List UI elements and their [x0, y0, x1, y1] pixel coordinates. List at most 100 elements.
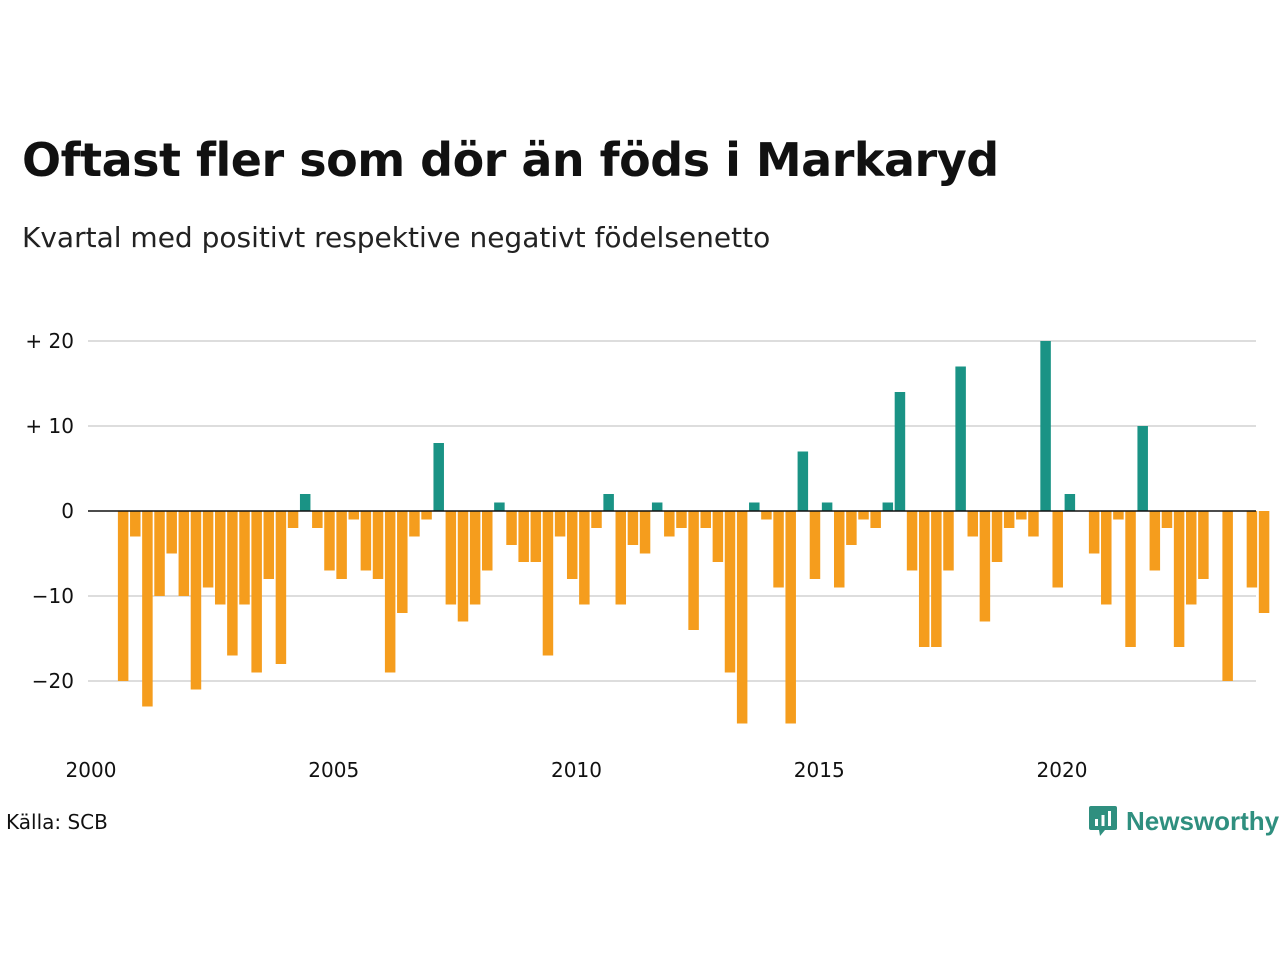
y-tick-label: + 10: [25, 414, 74, 438]
bar: [979, 511, 991, 622]
bar: [1198, 511, 1209, 579]
bar: [1185, 511, 1197, 605]
bar: [348, 511, 359, 520]
bar: [724, 511, 736, 673]
y-tick-label: −20: [32, 669, 74, 693]
y-tick-label: −10: [32, 584, 74, 608]
bar: [421, 511, 432, 520]
bar: [1173, 511, 1185, 647]
grid-lines: [88, 340, 1256, 682]
bar: [566, 511, 578, 579]
bar: [676, 511, 687, 528]
bar: [991, 511, 1003, 562]
bar: [591, 511, 602, 528]
bar: [214, 511, 226, 605]
bar: [700, 511, 711, 528]
bar: [178, 511, 190, 596]
bar: [1040, 341, 1051, 511]
bar: [239, 511, 250, 605]
y-tick-label: + 20: [25, 329, 74, 353]
bar: [1064, 494, 1076, 511]
bar: [397, 511, 408, 613]
chart-subtitle: Kvartal med positivt respektive negativt…: [22, 221, 771, 254]
bar: [1137, 426, 1148, 511]
bar: [712, 511, 724, 562]
bar: [1028, 511, 1039, 537]
bar: [469, 511, 481, 605]
bar: [1161, 511, 1173, 528]
bar: [142, 511, 153, 707]
bar: [166, 511, 177, 554]
bar: [1125, 511, 1136, 647]
bar: [287, 511, 299, 528]
bar: [360, 511, 372, 571]
bar: [834, 511, 845, 588]
bar: [931, 511, 942, 647]
bar: [1246, 511, 1258, 588]
bar: [639, 511, 651, 554]
x-axis-labels: 2000 2005 2010 2015 2020: [66, 758, 1088, 782]
brand-logo: Newsworthy: [1088, 804, 1279, 838]
bar: [542, 511, 554, 656]
newsworthy-logo-icon: [1089, 806, 1117, 836]
bar: [117, 511, 129, 681]
bar: [299, 494, 311, 511]
y-axis-labels: + 20 + 10 0 −10 −20: [25, 329, 74, 693]
bar: [1149, 511, 1161, 571]
bar: [870, 511, 881, 528]
bar: [894, 392, 906, 511]
bar: [251, 511, 262, 673]
bar: [736, 511, 748, 724]
bar: [615, 511, 627, 605]
bar: [943, 511, 954, 571]
bar: [409, 511, 420, 537]
bar: [1052, 511, 1063, 588]
bar: [579, 511, 590, 605]
bar: [324, 511, 335, 571]
bar: [263, 511, 275, 579]
bar: [482, 511, 493, 571]
bar: [651, 502, 663, 511]
bar: [445, 511, 457, 605]
x-tick-label: 2020: [1037, 758, 1088, 782]
bar: [846, 511, 857, 545]
bar: [275, 511, 287, 664]
bar: [518, 511, 529, 562]
bar: [1003, 511, 1015, 528]
bar: [554, 511, 566, 537]
bar: [882, 502, 894, 511]
bar: [1101, 511, 1112, 605]
x-tick-label: 2005: [308, 758, 359, 782]
bar: [664, 511, 675, 537]
bar: [1088, 511, 1100, 554]
bar: [530, 511, 542, 562]
bar: [918, 511, 930, 647]
bar: [433, 443, 444, 511]
bar: [627, 511, 639, 545]
bar: [130, 511, 141, 537]
bar: [858, 511, 869, 520]
bar: [761, 511, 772, 520]
x-tick-label: 2000: [66, 758, 117, 782]
x-tick-label: 2015: [794, 758, 845, 782]
bar: [797, 451, 809, 511]
bar: [821, 502, 833, 511]
bar: [312, 511, 323, 528]
bar: [1222, 511, 1233, 681]
bar: [336, 511, 347, 579]
bar: [494, 502, 505, 511]
bar: [785, 511, 796, 724]
x-tick-label: 2010: [551, 758, 602, 782]
bar: [457, 511, 469, 622]
bar: [809, 511, 821, 579]
brand-name: Newsworthy: [1126, 805, 1280, 836]
bars: [117, 341, 1270, 724]
bar: [603, 494, 614, 511]
bar: [190, 511, 202, 690]
chart-title: Oftast fler som dör än föds i Markaryd: [22, 133, 999, 187]
bar: [906, 511, 918, 571]
bar: [384, 511, 396, 673]
bar: [154, 511, 165, 596]
bar: [372, 511, 384, 579]
